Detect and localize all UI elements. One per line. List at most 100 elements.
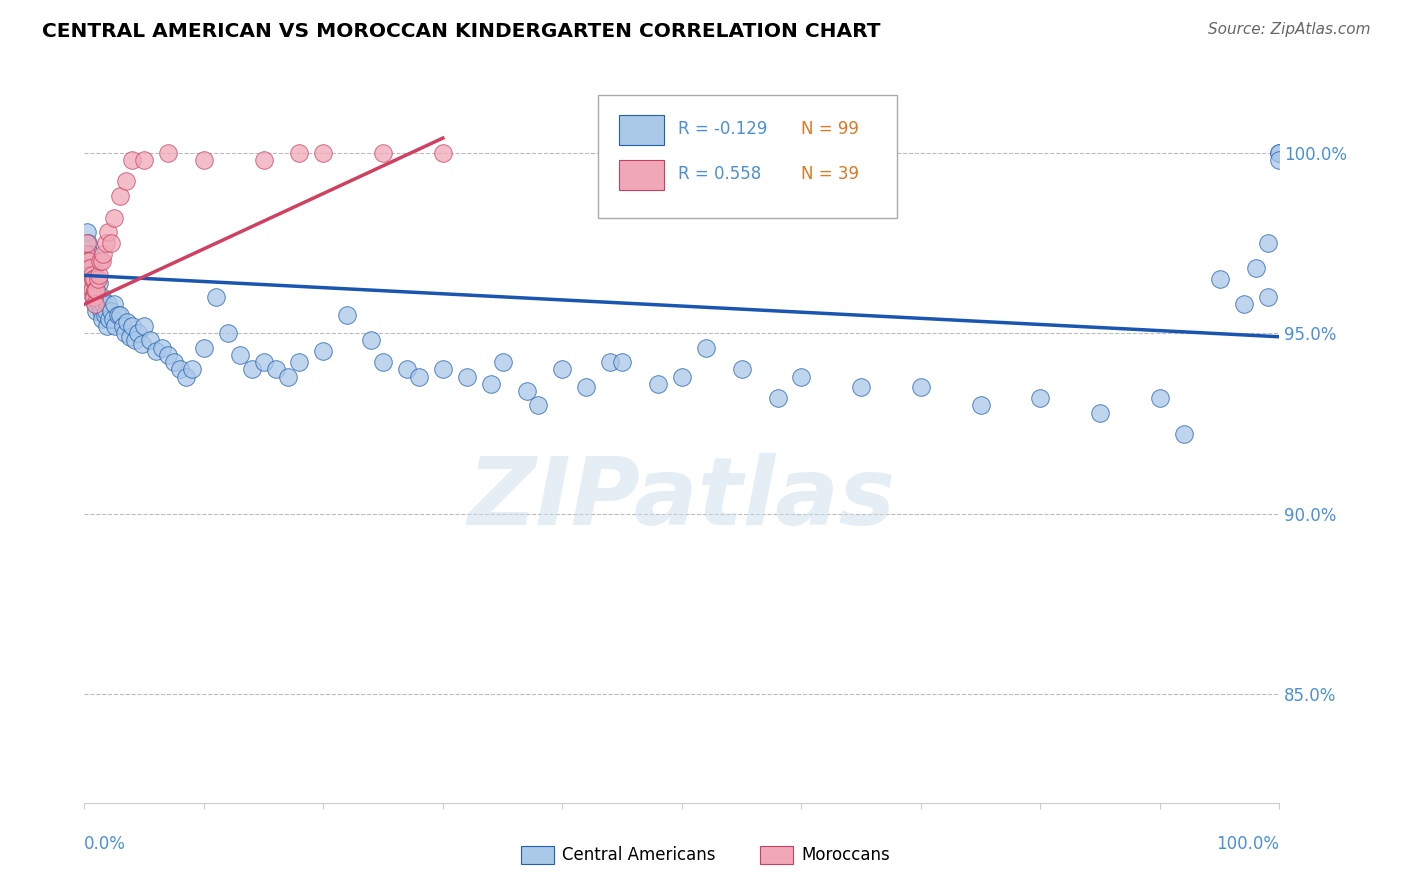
Point [83,290,105,304]
Text: R = -0.129: R = -0.129 [678,120,768,138]
Point [86,304,108,318]
Point [1149,391,1171,405]
Point [79,261,101,276]
Point [1268,153,1291,167]
Point [479,376,502,391]
Point [76,254,98,268]
Point [551,362,574,376]
Point [97,297,120,311]
Point [766,391,789,405]
Point [77,235,100,250]
Point [599,355,621,369]
Point [75,261,97,276]
Point [1173,427,1195,442]
Point [150,341,173,355]
Point [312,344,335,359]
Point [456,369,478,384]
Point [373,355,395,369]
Point [103,211,125,225]
Point [93,297,115,311]
Point [1268,145,1291,160]
Point [910,380,932,394]
Point [79,268,101,283]
Point [169,362,191,376]
Point [101,311,124,326]
Point [89,290,111,304]
Point [193,341,215,355]
Point [82,268,104,283]
Point [145,344,167,359]
Point [217,326,239,341]
Point [205,290,228,304]
Point [82,283,104,297]
Text: Source: ZipAtlas.com: Source: ZipAtlas.com [1208,22,1371,37]
Point [492,355,515,369]
Point [163,355,186,369]
Point [104,318,127,333]
Point [115,174,138,188]
Point [91,290,114,304]
Point [83,261,105,276]
Point [87,276,110,290]
Point [240,362,263,376]
Point [790,369,813,384]
Point [77,261,100,276]
Point [77,254,100,268]
Text: R = 0.558: R = 0.558 [678,165,762,183]
Point [612,355,634,369]
Point [1029,391,1052,405]
Text: 100.0%: 100.0% [1216,835,1279,854]
Point [77,254,100,268]
Point [90,304,112,318]
Point [80,276,103,290]
Text: Moroccans: Moroccans [801,846,890,863]
Point [80,261,103,276]
Text: N = 39: N = 39 [801,165,859,183]
Point [86,290,108,304]
Point [84,283,107,297]
Point [264,362,287,376]
Point [93,308,115,322]
Point [695,341,717,355]
Point [647,376,669,391]
Bar [759,847,793,864]
Point [373,145,395,160]
Point [174,369,197,384]
Point [80,268,103,283]
Point [157,145,180,160]
Point [432,145,454,160]
Point [432,362,454,376]
Point [79,276,101,290]
Point [111,318,134,333]
Point [253,355,276,369]
Bar [619,115,664,145]
Point [107,308,129,322]
Point [253,153,276,167]
Point [121,318,143,333]
Point [277,369,299,384]
Text: N = 99: N = 99 [801,120,859,138]
Point [288,355,311,369]
Point [94,304,117,318]
Point [100,235,122,250]
Text: 0.0%: 0.0% [84,835,127,854]
Point [114,326,136,341]
Point [77,276,100,290]
Point [98,311,121,326]
Point [117,315,139,329]
Point [671,369,693,384]
Point [1209,272,1232,286]
Point [527,398,550,412]
Point [96,318,118,333]
Point [193,153,215,167]
Point [86,283,108,297]
Point [516,384,538,398]
Point [124,334,146,348]
Point [1257,290,1279,304]
Point [86,283,108,297]
Point [312,145,335,160]
Point [97,225,120,239]
Point [91,254,114,268]
Point [110,308,132,322]
Point [82,272,104,286]
